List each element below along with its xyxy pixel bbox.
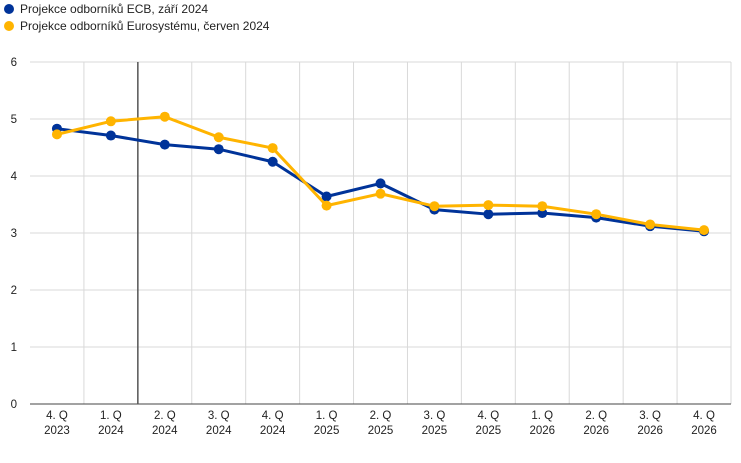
y-tick-label: 1 (11, 342, 17, 354)
x-tick-label-year: 2026 (691, 425, 717, 437)
x-tick-label-year: 2025 (476, 425, 502, 437)
y-tick-label: 0 (11, 399, 17, 411)
x-tick-label-year: 2025 (368, 425, 394, 437)
eurosystem-series-point (483, 200, 494, 211)
legend-marker-eurosystem (4, 20, 14, 31)
x-tick-label-year: 2024 (98, 425, 124, 437)
y-tick-label: 6 (11, 57, 17, 69)
x-tick-label-quarter: 1. Q (531, 410, 553, 422)
ecb-series-point (483, 209, 494, 220)
y-tick-label: 5 (11, 114, 17, 126)
eurosystem-series-point (159, 111, 170, 122)
eurosystem-series-point (375, 188, 386, 199)
x-tick-label-year: 2025 (422, 425, 448, 437)
legend-item-eurosystem: Projekce odborníků Eurosystému, červen 2… (4, 17, 269, 34)
x-tick-label-quarter: 3. Q (208, 410, 230, 422)
ecb-series-point (213, 144, 224, 155)
x-tick-label-year: 2024 (206, 425, 232, 437)
eurosystem-series-point (699, 225, 710, 236)
x-tick-label-quarter: 1. Q (316, 410, 338, 422)
x-tick-label-quarter: 2. Q (154, 410, 176, 422)
ecb-series-point (105, 130, 116, 141)
eurosystem-series-point (591, 209, 602, 220)
ecb-series-point (375, 178, 386, 189)
eurosystem-series-point (321, 200, 332, 211)
x-tick-label-year: 2026 (583, 425, 609, 437)
x-tick-label-year: 2025 (314, 425, 340, 437)
ecb-series-point (537, 208, 548, 219)
eurosystem-series-line (56, 115, 705, 232)
y-tick-label: 2 (11, 285, 17, 297)
eurosystem-series-point (645, 219, 656, 230)
x-tick-label-year: 2023 (44, 425, 70, 437)
x-tick-label-year: 2026 (529, 425, 555, 437)
x-tick-label-year: 2024 (260, 425, 286, 437)
legend-label-ecb: Projekce odborníků ECB, září 2024 (20, 1, 209, 16)
x-tick-label-quarter: 4. Q (477, 410, 499, 422)
legend: Projekce odborníků ECB, září 2024 Projek… (4, 0, 269, 34)
x-tick-label-quarter: 4. Q (693, 410, 715, 422)
legend-marker-ecb (4, 3, 14, 14)
x-tick-label-year: 2026 (637, 425, 663, 437)
x-tick-label-year: 2024 (152, 425, 178, 437)
ecb-series-point (159, 139, 170, 150)
eurosystem-series-point (537, 201, 548, 212)
legend-label-eurosystem: Projekce odborníků Eurosystému, červen 2… (20, 18, 270, 33)
eurosystem-series-point (213, 132, 224, 143)
y-tick-label: 4 (11, 171, 18, 183)
ecb-series-point (321, 191, 332, 202)
y-tick-label: 3 (11, 228, 17, 240)
x-tick-label-quarter: 2. Q (585, 410, 607, 422)
x-tick-label-quarter: 4. Q (46, 410, 68, 422)
x-tick-label-quarter: 3. Q (639, 410, 661, 422)
eurosystem-series-point (267, 143, 278, 154)
x-tick-label-quarter: 4. Q (262, 410, 284, 422)
eurosystem-series-point (429, 201, 440, 212)
x-tick-label-quarter: 1. Q (100, 410, 122, 422)
x-tick-label-quarter: 2. Q (370, 410, 392, 422)
legend-item-ecb: Projekce odborníků ECB, září 2024 (4, 0, 269, 17)
eurosystem-series-point (51, 129, 62, 140)
x-tick-label-quarter: 3. Q (424, 410, 446, 422)
eurosystem-series-point (105, 116, 116, 127)
ecb-series-point (267, 156, 278, 167)
